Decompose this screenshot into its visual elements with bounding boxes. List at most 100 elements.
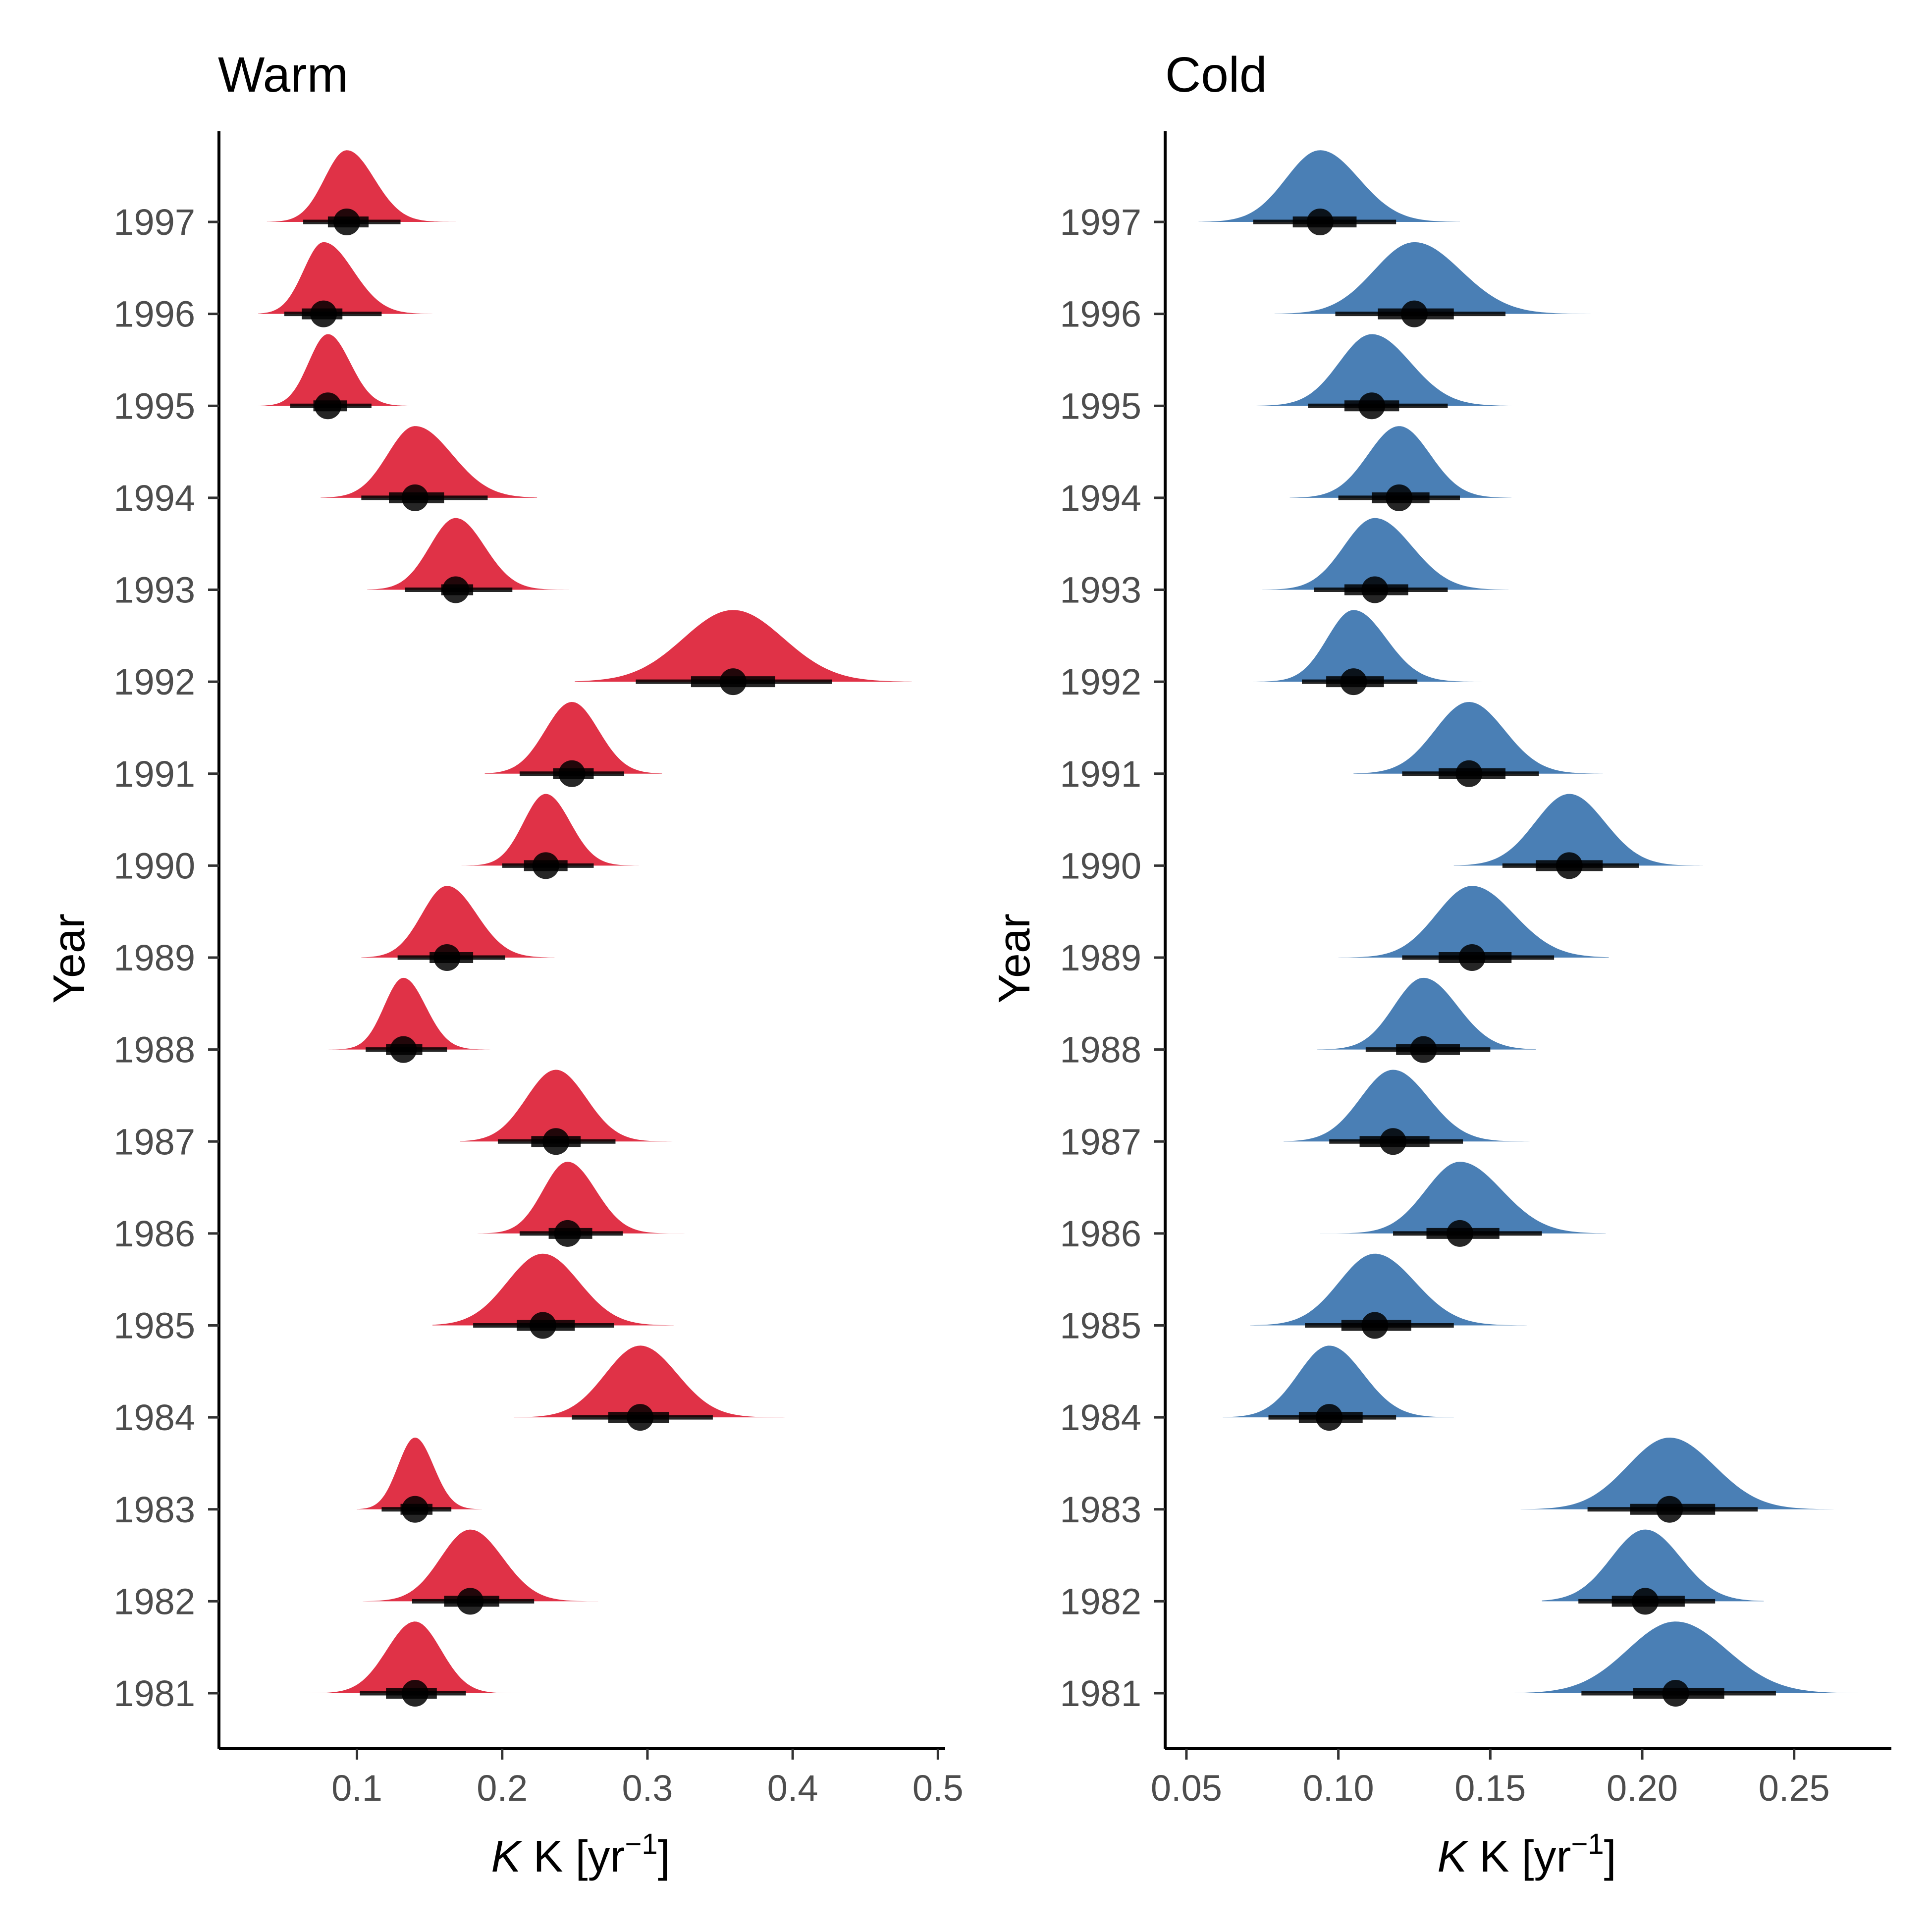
density-shape xyxy=(1223,1345,1454,1418)
median-point xyxy=(1455,760,1483,787)
cold-panel-title: Cold xyxy=(1165,47,1267,103)
y-tick-label: 1993 xyxy=(1060,570,1141,611)
y-tick-label: 1991 xyxy=(113,753,195,795)
median-point xyxy=(390,1036,417,1063)
median-point xyxy=(1656,1496,1683,1523)
y-tick-label: 1986 xyxy=(1060,1213,1141,1254)
density-shape xyxy=(460,1070,675,1142)
density-shape xyxy=(432,1253,674,1326)
cold-panel: Cold Year K K [yr−1] 0.05 0.10 0.15 0.20 0.2… xyxy=(990,47,1891,1881)
median-point xyxy=(1340,668,1367,696)
density-shape xyxy=(267,150,456,222)
y-tick-label: 1986 xyxy=(113,1213,195,1254)
y-tick-label: 1983 xyxy=(113,1489,195,1530)
density-shape xyxy=(1453,794,1703,866)
density-shape xyxy=(477,1162,686,1234)
y-tick-label: 1992 xyxy=(113,661,195,702)
density-shape xyxy=(367,518,569,590)
density-shape xyxy=(321,426,537,498)
density-shape xyxy=(1253,610,1491,682)
x-tick-label: 0.1 xyxy=(331,1768,382,1809)
median-point xyxy=(1380,1128,1407,1155)
median-point xyxy=(529,1312,556,1339)
density-shape xyxy=(1520,1438,1834,1509)
median-point xyxy=(1386,484,1413,511)
median-point xyxy=(1556,852,1583,879)
density-shape xyxy=(1317,977,1536,1050)
density-shape xyxy=(1320,1162,1606,1234)
cold-x-axis-title: K K [yr−1] xyxy=(1437,1828,1616,1881)
median-point xyxy=(1316,1404,1343,1431)
y-tick-label: 1994 xyxy=(1060,478,1141,519)
y-tick-label: 1997 xyxy=(113,202,195,243)
warm-panel-title: Warm xyxy=(218,47,348,103)
median-point xyxy=(1361,1312,1389,1339)
y-tick-label: 1987 xyxy=(113,1121,195,1162)
median-point xyxy=(314,392,341,420)
median-point xyxy=(1306,209,1334,235)
density-shape xyxy=(357,1438,482,1509)
density-shape xyxy=(1256,334,1512,406)
median-point xyxy=(1458,944,1486,971)
density-shape xyxy=(258,334,410,406)
median-point xyxy=(1632,1588,1659,1615)
median-point xyxy=(333,209,361,235)
density-shape xyxy=(484,702,662,774)
median-point xyxy=(1358,392,1386,420)
y-tick-label: 1984 xyxy=(113,1397,195,1438)
density-shape xyxy=(363,1529,598,1602)
x-tick-label: 0.4 xyxy=(767,1768,818,1809)
density-shape xyxy=(514,1345,786,1418)
x-axis-title-bracket: ] xyxy=(658,1832,670,1881)
density-shape xyxy=(461,794,639,866)
median-point xyxy=(532,852,559,879)
median-point xyxy=(442,576,469,603)
x-axis-title-superscript: −1 xyxy=(1571,1828,1604,1860)
median-point xyxy=(401,484,429,511)
median-point xyxy=(433,944,461,971)
y-tick-label: 1988 xyxy=(113,1029,195,1071)
x-tick-label: 0.25 xyxy=(1759,1768,1830,1809)
density-shape xyxy=(575,610,912,682)
median-point xyxy=(719,668,747,696)
x-axis-title-superscript: −1 xyxy=(625,1828,657,1860)
y-tick-label: 1981 xyxy=(1060,1673,1141,1714)
density-shape xyxy=(302,1621,549,1693)
median-point xyxy=(558,760,586,787)
density-shape xyxy=(1198,150,1460,222)
x-axis-title-bracket: ] xyxy=(1604,1832,1616,1881)
y-tick-label: 1992 xyxy=(1060,661,1141,702)
density-shape xyxy=(1353,702,1603,774)
y-tick-label: 1989 xyxy=(113,937,195,978)
x-tick-label: 0.15 xyxy=(1454,1768,1526,1809)
y-tick-label: 1993 xyxy=(113,570,195,611)
median-point xyxy=(310,300,337,327)
y-tick-label: 1988 xyxy=(1060,1029,1141,1071)
density-shape xyxy=(258,242,432,314)
y-tick-label: 1991 xyxy=(1060,753,1141,795)
y-tick-label: 1981 xyxy=(113,1673,195,1714)
y-tick-label: 1995 xyxy=(1060,385,1141,427)
y-tick-label: 1985 xyxy=(1060,1305,1141,1346)
warm-y-axis-title: Year xyxy=(45,913,94,1004)
median-point xyxy=(1400,300,1428,327)
x-tick-label: 0.5 xyxy=(912,1768,964,1809)
y-tick-label: 1989 xyxy=(1060,937,1141,978)
median-point xyxy=(542,1128,570,1155)
median-point xyxy=(401,1680,429,1707)
density-shape xyxy=(1338,886,1609,958)
y-tick-label: 1994 xyxy=(113,478,195,519)
density-shape xyxy=(1514,1621,1858,1693)
y-tick-label: 1987 xyxy=(1060,1121,1141,1162)
density-shape xyxy=(1262,518,1509,590)
y-tick-label: 1983 xyxy=(1060,1489,1141,1530)
density-shape xyxy=(1250,1253,1527,1326)
density-shape xyxy=(327,977,491,1050)
median-point xyxy=(1446,1220,1473,1247)
x-tick-label: 0.3 xyxy=(622,1768,673,1809)
median-point xyxy=(401,1496,429,1523)
x-tick-label: 0.20 xyxy=(1607,1768,1678,1809)
y-tick-label: 1996 xyxy=(1060,294,1141,335)
y-tick-label: 1982 xyxy=(113,1581,195,1622)
